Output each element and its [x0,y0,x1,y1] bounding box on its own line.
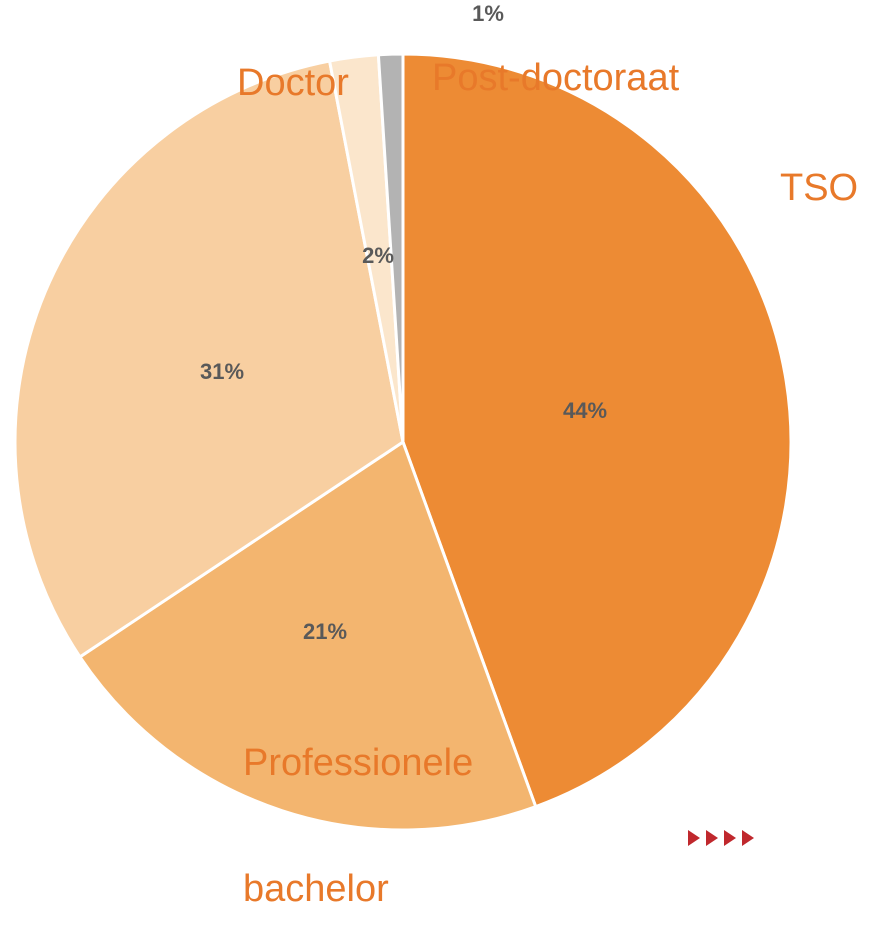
page: {"chart_data": {"type": "pie", "categori… [13,0,859,910]
decoration [688,830,754,846]
category-label: TSO [780,167,858,209]
value-label: 31% [200,359,244,384]
pie-slice [13,59,405,660]
value-label: 44% [563,398,607,423]
value-label: 1% [472,1,504,26]
pie-slice [77,439,538,832]
chart: 44% TSO 21% 31% 2% Doctor 1% Post-doctoraat [13,1,858,846]
value-label: 21% [303,619,347,644]
category-label: Post-doctoraat [432,57,680,99]
pie-slice [401,52,793,809]
category-label: Doctor [237,62,349,104]
value-label: 2% [362,243,394,268]
category-label: Professionele bachelor [243,742,474,910]
pie-slice [376,52,405,443]
